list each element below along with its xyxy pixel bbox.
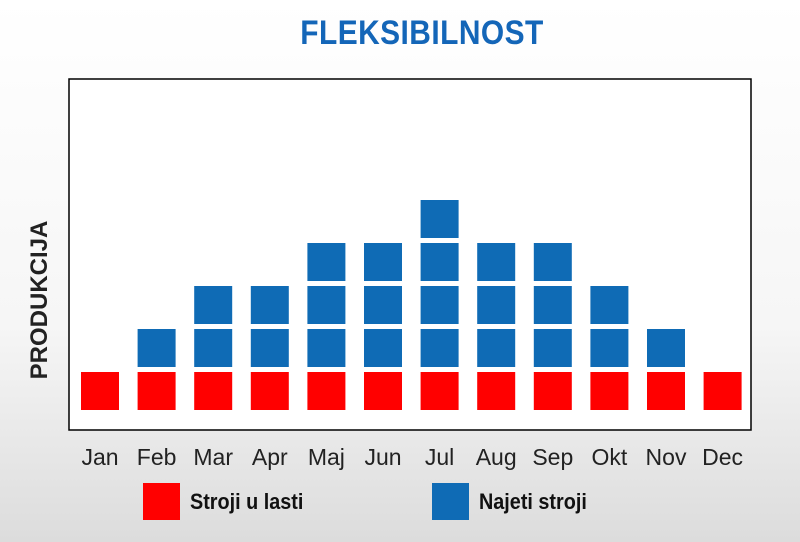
owned-block-jul-1 bbox=[420, 372, 459, 410]
rented-block-okt-1 bbox=[590, 329, 629, 367]
plot-frame bbox=[68, 78, 752, 431]
x-tick-dec: Dec bbox=[702, 444, 743, 470]
x-tick-jul: Jul bbox=[425, 444, 454, 470]
rented-block-jul-4 bbox=[420, 200, 459, 238]
rented-block-sep-1 bbox=[533, 329, 572, 367]
x-tick-mar: Mar bbox=[193, 444, 233, 470]
x-tick-apr: Apr bbox=[252, 444, 288, 470]
owned-block-feb-1 bbox=[137, 372, 176, 410]
legend-swatch-owned bbox=[143, 483, 180, 520]
rented-block-feb-1 bbox=[137, 329, 176, 367]
x-tick-nov: Nov bbox=[646, 444, 687, 470]
owned-block-mar-1 bbox=[194, 372, 233, 410]
rented-block-jul-3 bbox=[420, 243, 459, 281]
owned-block-jun-1 bbox=[364, 372, 402, 410]
chart-title: FLEKSIBILNOST bbox=[300, 14, 544, 52]
owned-block-aug-1 bbox=[477, 372, 516, 410]
x-tick-labels: Jan Feb Mar Apr Maj Jun Jul Aug Sep Okt Nov Dec bbox=[81, 444, 743, 470]
rented-block-jun-2 bbox=[364, 286, 402, 324]
owned-block-sep-1 bbox=[533, 372, 572, 410]
rented-block-mar-2 bbox=[194, 286, 233, 324]
rented-block-jun-3 bbox=[364, 243, 402, 281]
owned-block-nov-1 bbox=[647, 372, 685, 410]
rented-block-okt-2 bbox=[590, 286, 629, 324]
owned-block-jan-1 bbox=[81, 372, 119, 410]
legend-label-owned: Stroji u lasti bbox=[190, 488, 304, 514]
rented-block-maj-2 bbox=[307, 286, 346, 324]
rented-block-aug-3 bbox=[477, 243, 516, 281]
rented-block-apr-2 bbox=[250, 286, 289, 324]
owned-block-okt-1 bbox=[590, 372, 629, 410]
legend-label-rented: Najeti stroji bbox=[479, 488, 587, 514]
rented-block-aug-2 bbox=[477, 286, 516, 324]
bars-group bbox=[81, 200, 742, 410]
rented-block-nov-1 bbox=[647, 329, 685, 367]
x-tick-jan: Jan bbox=[81, 444, 118, 470]
x-tick-aug: Aug bbox=[476, 444, 517, 470]
rented-block-aug-1 bbox=[477, 329, 516, 367]
rented-block-maj-1 bbox=[307, 329, 346, 367]
x-tick-maj: Maj bbox=[308, 444, 345, 470]
rented-block-sep-2 bbox=[533, 286, 572, 324]
rented-block-mar-1 bbox=[194, 329, 233, 367]
rented-block-apr-1 bbox=[250, 329, 289, 367]
legend-swatch-rented bbox=[432, 483, 469, 520]
x-tick-okt: Okt bbox=[592, 444, 628, 470]
owned-block-maj-1 bbox=[307, 372, 346, 410]
rented-block-sep-3 bbox=[533, 243, 572, 281]
legend-item-rented: Najeti stroji bbox=[432, 483, 599, 520]
rented-block-jul-1 bbox=[420, 329, 459, 367]
rented-block-jul-2 bbox=[420, 286, 459, 324]
x-tick-jun: Jun bbox=[364, 444, 401, 470]
legend-item-owned: Stroji u lasti bbox=[143, 483, 316, 520]
owned-block-dec-1 bbox=[703, 372, 742, 410]
rented-block-jun-1 bbox=[364, 329, 402, 367]
rented-block-maj-3 bbox=[307, 243, 346, 281]
owned-block-apr-1 bbox=[250, 372, 289, 410]
x-tick-sep: Sep bbox=[532, 444, 573, 470]
x-tick-feb: Feb bbox=[137, 444, 177, 470]
